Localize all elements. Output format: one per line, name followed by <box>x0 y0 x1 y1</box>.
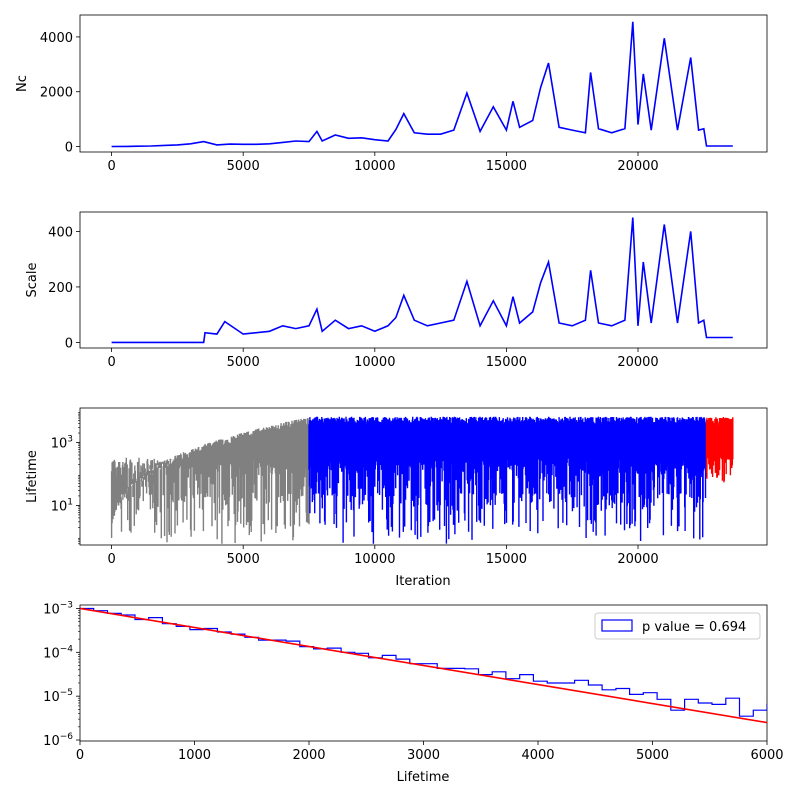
y-tick-label: 10−6 <box>43 732 73 749</box>
y-tick-label: 10−4 <box>43 644 73 661</box>
legend-swatch <box>601 619 633 632</box>
x-tick-label: 6000 <box>750 748 783 763</box>
y-tick-label: 103 <box>51 434 73 451</box>
series-line <box>111 217 733 344</box>
lifetime-iteration-ylabel: Lifetime <box>25 450 40 503</box>
y-tick-label: 2000 <box>40 86 73 101</box>
lifetime-segment-trace <box>705 417 734 483</box>
nc-plot-content: 0 5000 10000 15000 20000 0 2000 4000 <box>40 21 733 174</box>
x-tick-label: 4000 <box>521 748 554 763</box>
x-tick-label: 15000 <box>486 159 527 174</box>
x-tick-label: 10000 <box>354 552 395 567</box>
x-tick-label: 15000 <box>486 552 527 567</box>
x-tick-label: 10000 <box>354 355 395 370</box>
y-tick-label: 101 <box>51 497 73 514</box>
x-tick-label: 3000 <box>407 748 440 763</box>
x-tick-label: 20000 <box>617 355 658 370</box>
nc-panel: 0 5000 10000 15000 20000 0 2000 4000 Nc <box>15 14 768 174</box>
x-tick-label: 10000 <box>354 159 395 174</box>
x-tick-label: 5000 <box>227 355 260 370</box>
x-tick-label: 20000 <box>617 159 658 174</box>
histogram-plot-content: 0 1000 2000 3000 4000 5000 6000 10−6 10−5 10−4 10−… <box>43 600 783 763</box>
lifetime-segment-trace <box>308 416 708 544</box>
x-tick-label: 0 <box>107 355 115 370</box>
nc-plot-frame <box>79 14 768 153</box>
series-line <box>111 21 733 148</box>
x-tick-label: 0 <box>107 552 115 567</box>
x-tick-label: 20000 <box>617 552 658 567</box>
histogram-steps <box>80 607 767 717</box>
iteration-xlabel: Iteration <box>395 574 450 589</box>
scale-ylabel: Scale <box>25 263 40 298</box>
scale-plot-content: 0 5000 10000 15000 20000 0 200 400 <box>48 217 733 370</box>
y-tick-label: 10−5 <box>43 688 73 705</box>
y-tick-label: 200 <box>48 281 73 296</box>
scale-plot-frame <box>79 211 768 349</box>
y-tick-label: 400 <box>48 225 73 240</box>
lifetime-iteration-panel: 0 5000 10000 15000 20000 101 103 Lifetime Iter… <box>25 407 768 589</box>
legend-label: p value = 0.694 <box>642 620 746 635</box>
lifetime-segment-trace <box>110 418 310 544</box>
lifetime-xlabel: Lifetime <box>397 770 450 785</box>
lifetime-histogram-panel: 0 1000 2000 3000 4000 5000 6000 10−6 10−5 10−4 10−… <box>43 600 783 785</box>
x-tick-label: 0 <box>107 159 115 174</box>
y-tick-label: 0 <box>65 336 73 351</box>
scale-panel: 0 5000 10000 15000 20000 0 200 400 Scale <box>25 211 768 370</box>
x-tick-label: 5000 <box>636 748 669 763</box>
x-tick-label: 0 <box>76 748 84 763</box>
lifetime-iteration-plot-content: 0 5000 10000 15000 20000 101 103 <box>51 412 734 567</box>
x-tick-label: 15000 <box>486 355 527 370</box>
nc-ylabel: Nc <box>15 75 30 92</box>
y-tick-label: 10−3 <box>43 600 73 617</box>
y-tick-label: 0 <box>65 141 73 156</box>
fit-line <box>80 607 767 724</box>
x-tick-label: 5000 <box>227 159 260 174</box>
legend: p value = 0.694 <box>594 612 761 640</box>
x-tick-label: 2000 <box>292 748 325 763</box>
legend-box <box>594 612 761 640</box>
y-tick-label: 4000 <box>40 31 73 46</box>
x-tick-label: 5000 <box>227 552 260 567</box>
x-tick-label: 1000 <box>178 748 211 763</box>
